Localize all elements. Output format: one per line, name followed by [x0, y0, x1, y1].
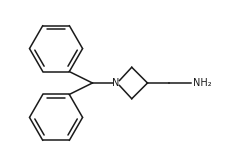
Text: NH₂: NH₂ [193, 78, 211, 88]
Text: N: N [112, 78, 120, 88]
